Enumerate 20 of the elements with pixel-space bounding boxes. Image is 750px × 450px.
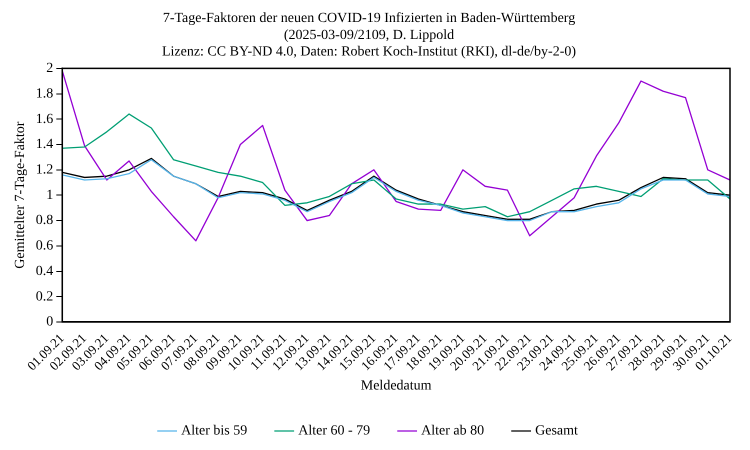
y-tick-label: 2 (46, 61, 54, 76)
text: Lizenz: CC BY-ND 4.0, Daten: Robert Koch-Institut (RKI), dl-de/by-2-0) (162, 44, 576, 60)
y-tick-label: 1 (46, 188, 54, 203)
y-tick-label: 0 (46, 314, 54, 330)
x-axis-title: Meldedatum (360, 378, 432, 394)
y-tick-label: 1.2 (36, 162, 54, 178)
legend-label: Alter ab 80 (421, 424, 484, 439)
legend-label: Alter bis 59 (181, 424, 248, 439)
legend-label: Alter 60 - 79 (298, 424, 370, 439)
y-axis-title: Gemittelter 7-Tage-Faktor (13, 121, 28, 269)
y-tick-label: 1.6 (36, 112, 54, 127)
text: 7-Tage-Faktoren der neuen COVID-19 Infizierten in Baden-Württemberg (162, 11, 576, 26)
y-tick-label: 0.8 (36, 213, 54, 228)
y-tick-label: 0.4 (36, 264, 54, 279)
y-tick-label: 0.2 (36, 289, 54, 304)
text: (2025-03-09/2109, D. Lippold (284, 28, 454, 43)
legend-label: Gesamt (535, 424, 578, 439)
y-tick-label: 0.6 (36, 238, 54, 254)
y-tick-label: 1.4 (36, 137, 54, 152)
y-tick-label: 1.8 (36, 86, 54, 102)
